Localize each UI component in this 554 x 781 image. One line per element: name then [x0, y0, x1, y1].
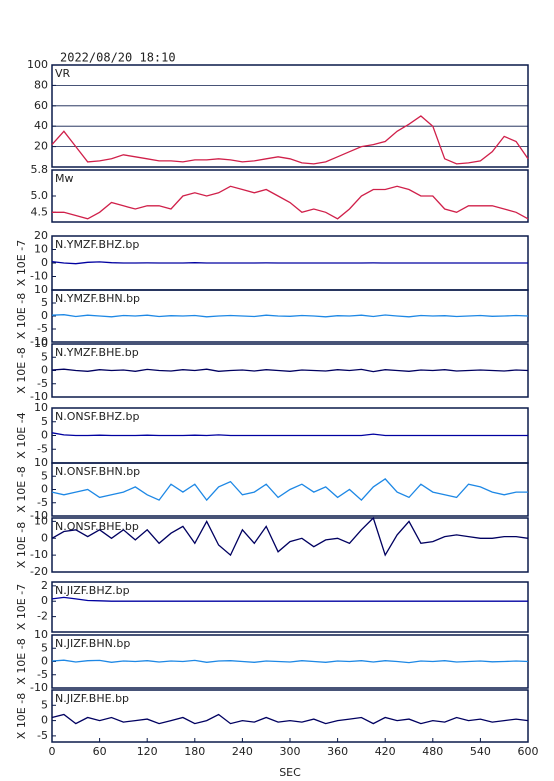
x-tick-label: 360	[327, 745, 348, 758]
y-tick-label: -20	[30, 565, 48, 578]
x-axis-label: SEC	[279, 766, 301, 779]
panel-label: N.YMZF.BHZ.bp	[55, 238, 139, 251]
data-line	[51, 115, 529, 165]
data-line	[51, 596, 528, 602]
y-tick-label: 10	[34, 337, 48, 350]
y-tick-label: 0	[41, 655, 48, 668]
y-tick-label: -5	[37, 668, 48, 681]
y-tick-label: -10	[30, 270, 48, 283]
y-tick-label: 5	[41, 350, 48, 363]
y-tick-label: -2	[37, 610, 48, 623]
x-tick-label: 120	[137, 745, 158, 758]
y-tick-label: 40	[34, 119, 48, 132]
y-axis-unit: X 10E -8	[15, 522, 28, 568]
y-tick-label: 5	[41, 641, 48, 654]
x-tick-label: 180	[184, 745, 205, 758]
panel-frame	[51, 517, 529, 573]
y-tick-label: 0	[41, 531, 48, 544]
y-axis-unit: X 10E -8	[15, 638, 28, 684]
y-tick-label: -5	[37, 322, 48, 335]
x-tick-label: 60	[93, 745, 107, 758]
panel-label: N.YMZF.BHE.bp	[55, 346, 139, 359]
y-tick-label: -5	[37, 496, 48, 509]
x-tick-label: 540	[470, 745, 491, 758]
y-tick-label: 10	[34, 283, 48, 296]
y-tick-label: 5.8	[31, 163, 49, 176]
y-tick-label: 20	[34, 140, 48, 153]
y-tick-label: 10	[34, 456, 48, 469]
panel-label: N.JIZF.BHZ.bp	[55, 584, 130, 597]
y-tick-label: 0	[41, 309, 48, 322]
y-tick-label: 80	[34, 78, 48, 91]
y-tick-label: 5	[41, 469, 48, 482]
panel-frame	[51, 169, 529, 223]
data-line	[51, 432, 528, 437]
panel-label: N.JIZF.BHE.bp	[55, 692, 129, 705]
y-tick-label: -10	[30, 390, 48, 403]
y-axis-unit: X 10E -8	[15, 693, 28, 739]
panel-frame	[51, 64, 529, 168]
y-tick-label: 10	[34, 401, 48, 414]
y-tick-label: 0	[41, 364, 48, 377]
y-tick-label: 5	[41, 698, 48, 711]
y-tick-label: 10	[34, 514, 48, 527]
y-axis-unit: X 10E -7	[15, 240, 28, 286]
y-tick-label: 5	[41, 415, 48, 428]
y-tick-label: 5	[41, 296, 48, 309]
panel-label: VR	[55, 67, 71, 80]
y-tick-label: 0	[41, 714, 48, 727]
data-line	[52, 185, 529, 220]
data-line	[51, 314, 529, 318]
data-line	[51, 659, 529, 664]
y-tick-label: 60	[34, 99, 48, 112]
y-tick-label: 4.5	[31, 205, 49, 218]
x-tick-label: 480	[422, 745, 443, 758]
y-axis-unit: X 10E -8	[15, 347, 28, 393]
y-tick-label: 100	[27, 58, 48, 71]
y-tick-label: -5	[37, 377, 48, 390]
data-line	[51, 478, 528, 502]
y-tick-label: -10	[30, 681, 48, 694]
y-axis-unit: X 10E -7	[15, 584, 28, 630]
data-line	[51, 713, 529, 725]
panel-label: Mw	[55, 172, 74, 185]
data-line	[51, 260, 528, 265]
y-axis-unit: X 10E -4	[15, 412, 28, 458]
panel-frame	[51, 581, 529, 633]
panel-label: N.ONSF.BHZ.bp	[55, 410, 139, 423]
y-tick-label: -10	[30, 509, 48, 522]
y-tick-label: 0	[41, 483, 48, 496]
y-tick-label: 5.0	[31, 189, 49, 202]
x-tick-label: 600	[518, 745, 539, 758]
y-tick-label: 0	[41, 429, 48, 442]
y-tick-label: 10	[34, 628, 48, 641]
panel-label: N.JIZF.BHN.bp	[55, 637, 130, 650]
y-tick-label: 0	[41, 594, 48, 607]
data-line	[51, 368, 529, 373]
y-axis-unit: X 10E -8	[15, 293, 28, 339]
y-tick-label: 10	[34, 243, 48, 256]
y-tick-label: 2	[41, 579, 48, 592]
x-tick-label: 0	[49, 745, 56, 758]
y-tick-label: -10	[30, 548, 48, 561]
chart-title: 2022/08/20 18:10	[60, 51, 176, 65]
data-line	[51, 516, 529, 557]
panel-label: N.YMZF.BHN.bp	[55, 292, 140, 305]
y-tick-label: 0	[41, 256, 48, 269]
y-tick-label: -5	[37, 442, 48, 455]
y-tick-label: -10	[30, 335, 48, 348]
panel-label: N.ONSF.BHN.bp	[55, 465, 140, 478]
y-tick-label: -5	[37, 729, 48, 742]
y-axis-unit: X 10E -8	[15, 466, 28, 512]
x-tick-label: 300	[280, 745, 301, 758]
x-tick-label: 240	[232, 745, 253, 758]
y-tick-label: 20	[34, 229, 48, 242]
x-tick-label: 420	[375, 745, 396, 758]
